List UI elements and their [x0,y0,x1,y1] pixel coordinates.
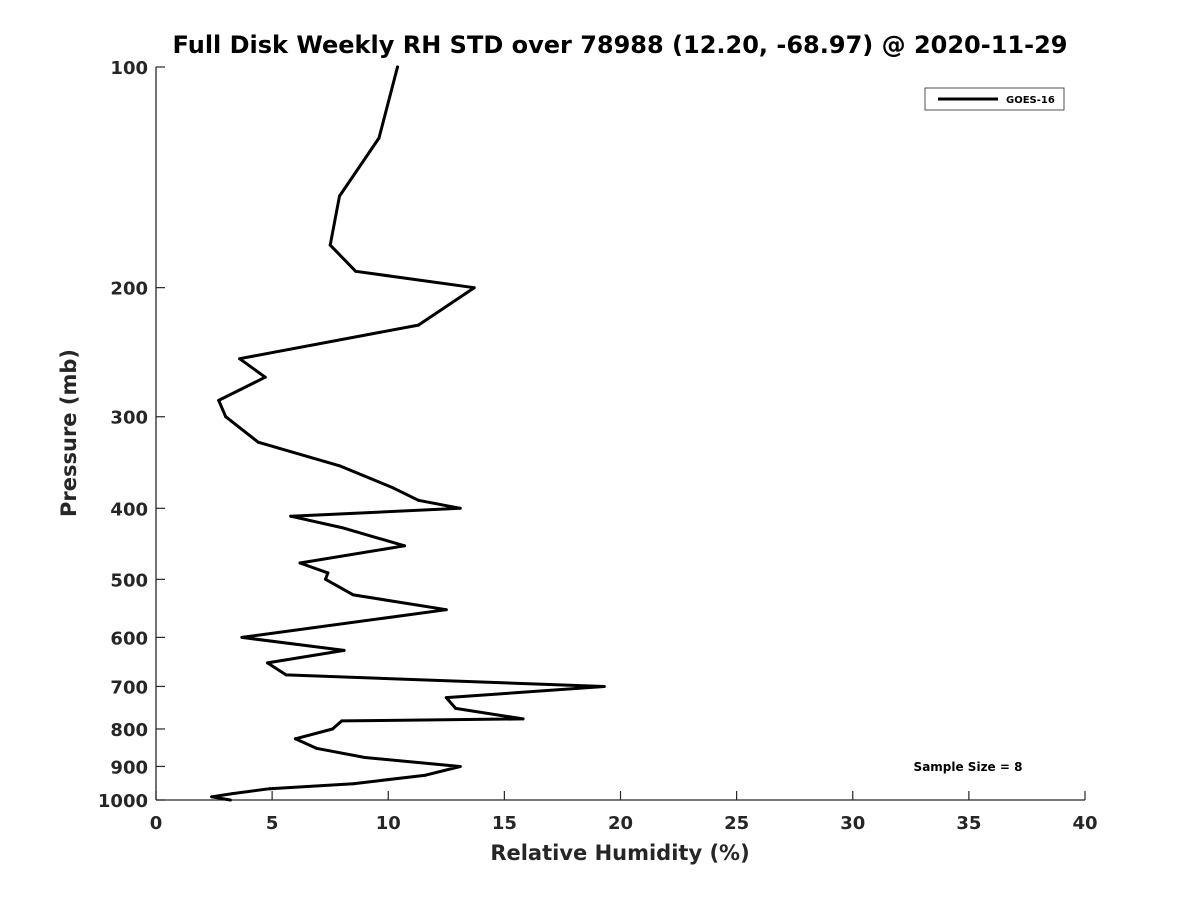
data-point [444,696,448,700]
y-tick-label: 300 [110,408,148,429]
y-tick-label: 600 [110,628,148,649]
data-point [602,685,606,688]
data-point [268,787,272,791]
data-point [340,719,344,723]
x-tick-label: 40 [1072,813,1097,834]
data-point [240,635,244,639]
y-tick-label: 100 [110,58,148,79]
data-point [340,526,344,530]
x-axis-label: Relative Humidity (%) [490,841,749,865]
x-ticks: 0 5 10 15 20 25 30 35 40 [150,791,1098,834]
data-point [293,737,297,741]
data-point [298,561,302,565]
sample-size-annotation: Sample Size = 8 [914,760,1023,774]
data-point [454,706,458,710]
y-axis-label: Pressure (mb) [57,349,81,517]
legend-label-goes-16: GOES-16 [1006,95,1055,106]
x-tick-label: 35 [956,813,981,834]
data-point [338,464,341,468]
data-point [416,323,420,327]
data-point [444,608,448,612]
data-point [284,673,288,677]
data-point [403,544,406,548]
y-tick-label: 700 [110,677,148,698]
data-point [363,756,367,759]
y-ticks: 100 200 300 400 500 600 700 800 900 1000 [98,58,165,812]
y-tick-label: 400 [110,499,148,520]
data-point [338,194,341,198]
data-point [521,717,525,721]
data-point [238,357,242,361]
data-point [224,415,228,419]
x-tick-label: 30 [840,813,865,834]
data-point [423,773,427,777]
y-tick-label: 900 [110,757,148,778]
data-point [377,136,381,140]
chart-title: Full Disk Weekly RH STD over 78988 (12.2… [173,31,1068,59]
data-point [331,727,334,731]
data-point [472,286,476,290]
x-tick-label: 10 [376,813,401,834]
data-point [458,506,462,510]
data-point [210,795,214,799]
x-tick-label: 25 [724,813,749,834]
data-point [396,65,399,69]
data-point [324,577,327,581]
x-tick-label: 15 [492,813,517,834]
data-point [231,792,235,796]
data-point [314,746,318,750]
data-point [228,798,232,802]
legend: GOES-16 [924,87,1065,111]
data-point [217,398,221,402]
data-point [328,243,332,247]
axes [155,67,1085,801]
y-tick-label: 1000 [98,791,148,812]
data-point [458,765,462,768]
x-tick-label: 0 [150,813,163,834]
data-point [289,514,293,518]
data-point [342,648,346,652]
series-points [210,65,606,802]
y-tick-label: 200 [110,279,148,300]
data-point [266,661,269,665]
y-tick-label: 800 [110,720,148,741]
data-point [416,498,420,502]
data-point [256,440,260,444]
data-point [391,486,395,490]
data-point [326,571,330,575]
data-point [354,269,358,273]
data-point [351,593,355,597]
x-tick-label: 20 [608,813,633,834]
y-tick-label: 500 [110,570,148,591]
data-point [351,782,355,786]
x-tick-label: 5 [266,813,279,834]
series-line-goes-16 [210,65,606,802]
data-point [263,375,267,379]
